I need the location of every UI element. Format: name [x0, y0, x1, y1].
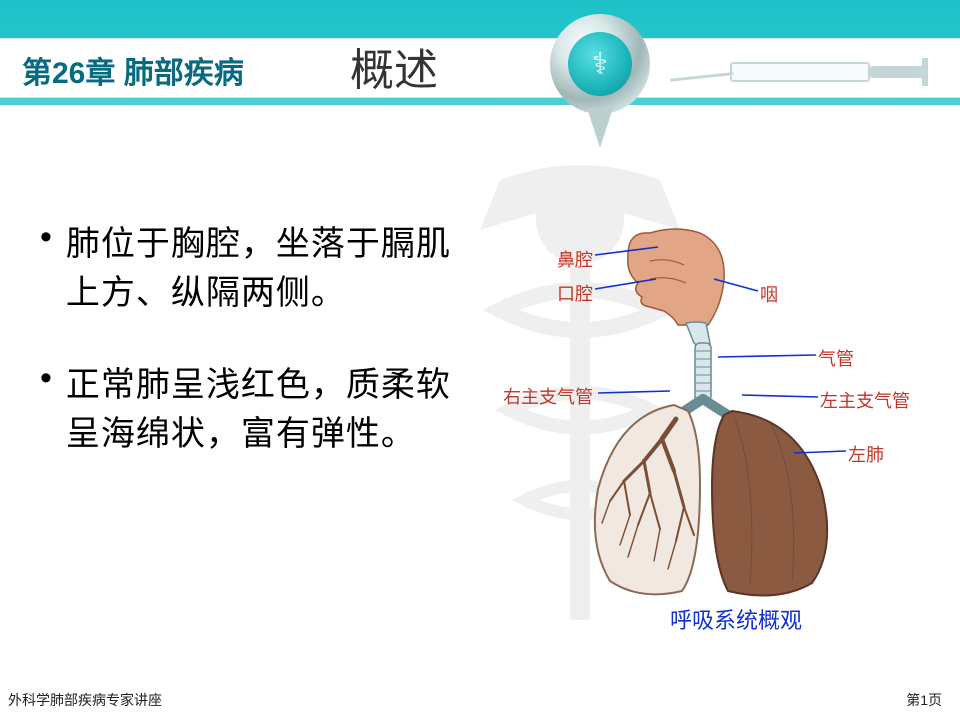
footer-source: 外科学肺部疾病专家讲座 — [8, 690, 162, 710]
label-pharynx: 咽 — [760, 281, 778, 307]
bullet-text: 肺位于胸腔，坐落于膈肌上方、纵隔两侧。 — [66, 220, 480, 319]
label-nasal: 鼻腔 — [557, 246, 593, 272]
left-lung-shape — [712, 411, 827, 596]
head-shape — [628, 229, 724, 325]
label-llung: 左肺 — [848, 441, 884, 467]
diagram-caption: 呼吸系统概观 — [670, 603, 802, 635]
syringe-icon — [670, 52, 930, 92]
label-trachea: 气管 — [818, 345, 854, 371]
list-item: • 正常肺呈浅红色，质柔软呈海绵状，富有弹性。 — [40, 361, 480, 460]
content-area: • 肺位于胸腔，坐落于膈肌上方、纵隔两侧。 • 正常肺呈浅红色，质柔软呈海绵状，… — [40, 220, 480, 501]
list-item: • 肺位于胸腔，坐落于膈肌上方、纵隔两侧。 — [40, 220, 480, 319]
bullet-marker-icon: • — [40, 359, 52, 398]
bullet-text: 正常肺呈浅红色，质柔软呈海绵状，富有弹性。 — [66, 361, 480, 460]
label-rbronch: 右主支气管 — [503, 383, 593, 409]
medical-badge: ⚕ — [550, 14, 670, 154]
chapter-label: 第26章 肺部疾病 — [22, 48, 244, 92]
bullet-marker-icon: • — [40, 218, 52, 257]
footer-page: 第1页 — [906, 690, 942, 710]
caduceus-icon: ⚕ — [592, 47, 608, 82]
trachea-shape — [695, 343, 711, 401]
badge-ring-icon: ⚕ — [550, 14, 650, 114]
respiratory-diagram: 鼻腔 口腔 咽 气管 右主支气管 左主支气管 左肺 呼吸系统概观 — [500, 225, 940, 645]
badge-pointer-icon — [587, 108, 613, 148]
label-oral: 口腔 — [557, 280, 593, 306]
badge-core-icon: ⚕ — [568, 32, 632, 96]
label-lbronch: 左主支气管 — [820, 387, 910, 413]
page-title: 概述 — [350, 34, 438, 98]
